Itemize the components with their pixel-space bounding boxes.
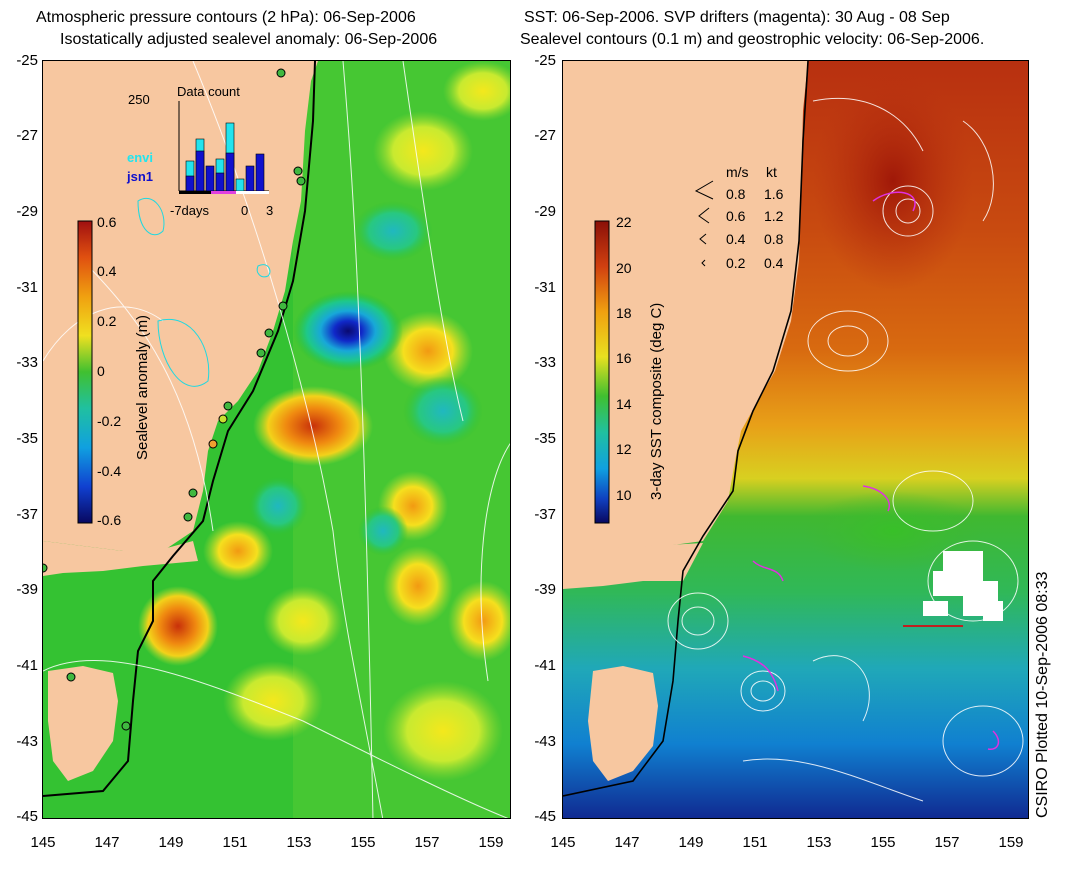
velocity-legend-ms: 0.2 — [726, 255, 746, 271]
velocity-legend-ms: 0.4 — [726, 231, 746, 247]
y-tick-label: -45 — [534, 808, 556, 825]
inset-legend-envi: envi — [127, 150, 154, 165]
colorbar-tick: -0.6 — [97, 512, 122, 528]
data-count-inset — [178, 101, 269, 194]
x-tick-label: 157 — [934, 834, 960, 851]
inset-y-max: 250 — [128, 92, 150, 107]
y-tick-label: -25 — [16, 52, 38, 69]
y-tick-label: -33 — [16, 354, 38, 371]
y-tick-label: -31 — [534, 279, 556, 296]
colorbar-tick: 0 — [97, 363, 105, 379]
y-tick-label: -35 — [534, 430, 556, 447]
y-tick-label: -39 — [534, 581, 556, 598]
y-tick-label: -27 — [16, 127, 38, 144]
sst-colorbar-label: 3-day SST composite (deg C) — [648, 302, 665, 500]
velocity-legend-ms: 0.8 — [726, 186, 746, 202]
y-tick-label: -39 — [16, 581, 38, 598]
y-tick-label: -37 — [16, 506, 38, 523]
y-tick-label: -43 — [534, 733, 556, 750]
x-tick-label: 149 — [678, 834, 704, 851]
x-tick-label: 159 — [998, 834, 1024, 851]
sealevel-anomaly-map — [42, 60, 511, 819]
inset-legend-jsn1: jsn1 — [127, 169, 154, 184]
x-tick-label: 153 — [286, 834, 312, 851]
left-title-line2: Isostatically adjusted sealevel anomaly:… — [60, 31, 438, 48]
inset-x-label: 0 — [241, 203, 249, 218]
velocity-legend-kt: 0.4 — [764, 255, 784, 271]
x-tick-label: 155 — [350, 834, 376, 851]
sst-map — [562, 60, 1029, 819]
y-tick-label: -29 — [16, 203, 38, 220]
y-tick-label: -43 — [16, 733, 38, 750]
colorbar-tick: 10 — [616, 487, 632, 503]
colorbar-tick: 0.4 — [97, 263, 117, 279]
y-tick-label: -33 — [534, 354, 556, 371]
y-tick-label: -41 — [534, 657, 556, 674]
right-title-line2: Sealevel contours (0.1 m) and geostrophi… — [520, 31, 985, 48]
x-tick-label: 151 — [222, 834, 248, 851]
colorbar-tick: 0.6 — [97, 214, 117, 230]
y-tick-label: -35 — [16, 430, 38, 447]
velocity-legend-header-ms: m/s — [726, 164, 749, 180]
y-tick-label: -41 — [16, 657, 38, 674]
sla-colorbar-label: Sealevel anomaly (m) — [134, 314, 151, 460]
velocity-legend-header-kt: kt — [766, 164, 777, 180]
colorbar-tick: 20 — [616, 260, 632, 276]
colorbar-tick: 14 — [616, 396, 632, 412]
x-tick-label: 155 — [870, 834, 896, 851]
x-tick-label: 151 — [742, 834, 768, 851]
x-tick-label: 149 — [158, 834, 184, 851]
y-tick-label: -25 — [534, 52, 556, 69]
x-tick-label: 153 — [806, 834, 832, 851]
colorbar-tick: 0.2 — [97, 313, 117, 329]
colorbar-tick: 22 — [616, 214, 632, 230]
inset-x-label: 3 — [266, 203, 274, 218]
velocity-legend-kt: 1.2 — [764, 208, 784, 224]
colorbar-tick: 12 — [616, 441, 632, 457]
inset-title: Data count — [177, 84, 240, 99]
y-tick-label: -37 — [534, 506, 556, 523]
inset-x-label: -7days — [170, 203, 210, 218]
x-tick-label: 145 — [30, 834, 56, 851]
x-tick-label: 159 — [478, 834, 504, 851]
y-tick-label: -31 — [16, 279, 38, 296]
plot-credit: CSIRO Plotted 10-Sep-2006 08:33 — [1034, 571, 1051, 818]
y-tick-label: -29 — [534, 203, 556, 220]
colorbar-tick: 16 — [616, 350, 632, 366]
colorbar-tick: -0.4 — [97, 463, 122, 479]
x-tick-label: 147 — [614, 834, 640, 851]
colorbar-tick: 18 — [616, 305, 632, 321]
left-title-line1: Atmospheric pressure contours (2 hPa): 0… — [36, 9, 416, 26]
x-tick-label: 147 — [94, 834, 120, 851]
velocity-legend-kt: 1.6 — [764, 186, 784, 202]
velocity-legend-kt: 0.8 — [764, 231, 784, 247]
x-tick-label: 145 — [550, 834, 576, 851]
velocity-legend-ms: 0.6 — [726, 208, 746, 224]
y-tick-label: -27 — [534, 127, 556, 144]
x-tick-label: 157 — [414, 834, 440, 851]
y-tick-label: -45 — [16, 808, 38, 825]
right-title-line1: SST: 06-Sep-2006. SVP drifters (magenta)… — [524, 9, 950, 26]
colorbar-tick: -0.2 — [97, 413, 122, 429]
